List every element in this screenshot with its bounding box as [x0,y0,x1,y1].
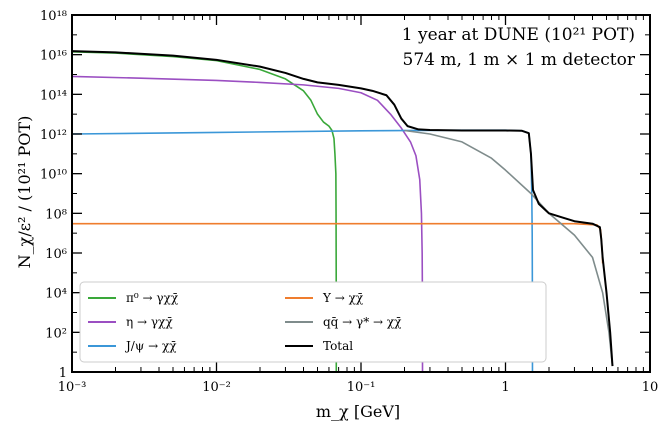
y-tick-label: 10⁶ [45,247,67,262]
x-tick-label: 10⁻¹ [347,380,376,395]
legend-label-1: η → γχχ̄ [126,315,173,329]
legend-label-2: J/ψ → χχ̄ [124,339,177,353]
x-tick-label: 10⁻² [202,380,231,395]
y-tick-label: 10¹² [40,128,67,143]
legend-label-0: π⁰ → γχχ̄ [126,291,179,305]
series-line-4 [404,129,614,367]
y-tick-label: 10² [45,326,67,341]
tick-layer: 10⁻³ 10⁻² 10⁻¹ 1 10 1 10² 10⁴ 10⁶ 10⁸ 10¹⁰ 10¹² 10¹⁴… [40,9,658,395]
y-tick-label: 10⁴ [45,287,67,302]
legend: π⁰ → γχχ̄ η → γχχ̄ J/ψ → χχ̄ Υ → χχ̄ qq̄ → γ… [79,281,547,363]
legend-label-5: Total [323,339,353,353]
y-tick-label: 10¹⁶ [40,49,67,64]
series-line-3 [72,222,604,264]
y-tick-label: 10¹⁴ [40,88,67,103]
x-tick-label: 1 [501,380,509,395]
legend-label-3: Υ → χχ̄ [322,291,364,305]
x-tick-label: 10⁻³ [58,380,87,395]
series-line-5 [72,50,614,367]
y-tick-label: 1 [59,366,67,381]
legend-label-4: qq̄ → γ* → χχ̄ [323,315,402,329]
y-tick-label: 10⁸ [45,207,67,222]
annotation-line-1: 1 year at DUNE (10²¹ POT) [402,25,635,45]
x-tick-label: 10 [642,380,659,395]
y-tick-label: 10¹⁰ [40,168,67,183]
y-tick-label: 10¹⁸ [40,9,67,24]
series-layer [72,50,614,372]
series-line-1 [72,75,424,372]
x-axis-title: m_χ [GeV] [316,402,400,421]
y-axis-title: N_χ/ε² / (10²¹ POT) [15,116,34,269]
annotation-line-2: 574 m, 1 m × 1 m detector [403,50,636,70]
